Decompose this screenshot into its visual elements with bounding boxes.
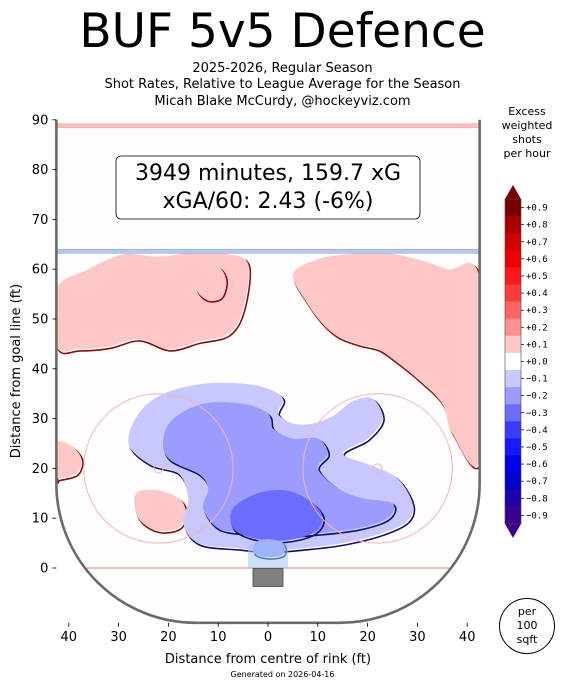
faceoff-circle <box>83 393 234 544</box>
excess-region <box>56 441 82 482</box>
colorbar-segment <box>505 284 521 302</box>
colorbar-segment <box>505 199 521 217</box>
y-axis-label: Distance from goal line (ft) <box>9 284 24 458</box>
deficit-region <box>163 402 395 536</box>
colorbar-segment <box>505 472 521 491</box>
page-title: BUF 5v5 Defence <box>79 4 486 59</box>
shot-rate-regions <box>56 251 480 560</box>
subtitle-season: 2025-2026, Regular Season <box>192 61 373 76</box>
x-tick-label: 20 <box>160 630 177 645</box>
summary-xga60: xGA/60: 2.43 (-6%) <box>163 189 374 214</box>
x-tick-label: 10 <box>310 630 327 645</box>
units-line: sqft <box>516 633 538 646</box>
faceoff-circle <box>302 393 453 544</box>
colorbar-tick-label: +0.6 <box>526 255 548 265</box>
colorbar-tick-label: +0.5 <box>526 272 548 282</box>
x-tick-label: 30 <box>110 630 127 645</box>
colorbar-segment <box>505 506 521 525</box>
colorbar-segment <box>505 489 521 508</box>
colorbar: +0.9 +0.8 +0.7 +0.6 +0.5 +0.4 +0.3 +0.2 +0.1 +0.0… <box>504 185 548 538</box>
colorbar-segment <box>505 267 521 285</box>
colorbar-segment <box>505 216 521 234</box>
goal-net <box>252 568 284 587</box>
colorbar-segment <box>505 421 521 439</box>
colorbar-extend-bottom <box>505 523 521 538</box>
colorbar-tick-label: +0.8 <box>526 221 548 231</box>
colorbar-tick-label: +0.3 <box>526 306 548 316</box>
goal-crease <box>248 539 288 568</box>
units-circle: per 100 sqft <box>499 598 555 654</box>
colorbar-segment <box>505 387 521 405</box>
colorbar-tick-label: −0.5 <box>526 443 548 453</box>
colorbar-tick-label: −0.1 <box>526 375 548 385</box>
y-tick-label: 30 <box>32 412 49 427</box>
summary-minutes-xg: 3949 minutes, 159.7 xG <box>135 161 401 186</box>
colorbar-title-line: shots <box>512 133 542 146</box>
blue-line <box>56 248 480 254</box>
colorbar-title-line: per hour <box>503 147 551 160</box>
colorbar-tick-label: −0.8 <box>526 494 548 504</box>
y-tick-label: 60 <box>32 263 49 278</box>
x-tick-label: 0 <box>264 630 272 645</box>
x-tick-label: 10 <box>210 630 227 645</box>
x-axis-label: Distance from centre of rink (ft) <box>165 652 371 667</box>
y-tick-label: 40 <box>32 362 49 377</box>
x-tick-label: 40 <box>459 630 476 645</box>
colorbar-tick-label: +0.9 <box>526 204 548 214</box>
centre-red-line <box>56 123 480 129</box>
colorbar-title-line: Excess <box>508 105 546 118</box>
y-tick-label: 70 <box>32 213 49 228</box>
colorbar-segment <box>505 370 521 388</box>
colorbar-segment <box>505 233 521 251</box>
colorbar-title-line: weighted <box>501 119 553 132</box>
colorbar-segment <box>505 404 521 422</box>
y-tick-label: 10 <box>32 512 49 527</box>
units-line: per <box>517 605 537 618</box>
colorbar-tick-label: −0.9 <box>526 511 548 521</box>
x-tick-label: 30 <box>409 630 426 645</box>
faceoff-dot <box>153 463 164 474</box>
colorbar-title: Excess weighted shots per hour <box>494 105 560 161</box>
subtitle-author: Micah Blake McCurdy, @hockeyviz.com <box>154 94 411 109</box>
colorbar-tick-label: +0.2 <box>526 323 548 333</box>
colorbar-segment <box>505 301 521 320</box>
colorbar-tick-label: −0.4 <box>526 426 548 436</box>
colorbar-tick-label: −0.6 <box>526 460 548 470</box>
y-tick-label: 50 <box>32 313 49 328</box>
units-line: 100 <box>516 619 538 632</box>
deficit-region <box>230 490 323 541</box>
colorbar-tick-label: +0.4 <box>526 289 548 299</box>
colorbar-segment <box>505 352 521 371</box>
y-tick-label: 80 <box>32 163 49 178</box>
colorbar-tick-label: +0.0 <box>526 357 548 367</box>
y-tick-label: 90 <box>32 113 49 128</box>
colorbar-segment <box>505 455 521 473</box>
colorbar-extend-top <box>505 185 521 199</box>
colorbar-tick-label: +0.1 <box>526 340 548 350</box>
y-tick-label: 0 <box>40 562 48 577</box>
summary-box: 3949 minutes, 159.7 xG xGA/60: 2.43 (-6%… <box>115 155 421 220</box>
x-tick-label: 40 <box>61 630 78 645</box>
x-tick-label: 20 <box>359 630 376 645</box>
colorbar-segment <box>505 335 521 354</box>
generated-date: Generated on 2026-04-16 <box>230 670 335 679</box>
excess-region <box>134 489 186 532</box>
y-tick-label: 20 <box>32 462 49 477</box>
colorbar-tick-label: −0.7 <box>526 477 548 487</box>
colorbar-tick-label: +0.7 <box>526 238 548 248</box>
axes: Distance from centre of rink (ft) Distan… <box>9 113 475 667</box>
subtitle-metric: Shot Rates, Relative to League Average f… <box>104 77 461 92</box>
colorbar-tick-label: −0.2 <box>526 392 548 402</box>
excess-region <box>195 265 226 300</box>
colorbar-tick-label: −0.3 <box>526 409 548 419</box>
faceoff-dot <box>372 463 383 474</box>
colorbar-segment <box>505 318 521 337</box>
colorbar-segment <box>505 250 521 268</box>
colorbar-segment <box>505 438 521 456</box>
excess-region <box>292 251 480 467</box>
